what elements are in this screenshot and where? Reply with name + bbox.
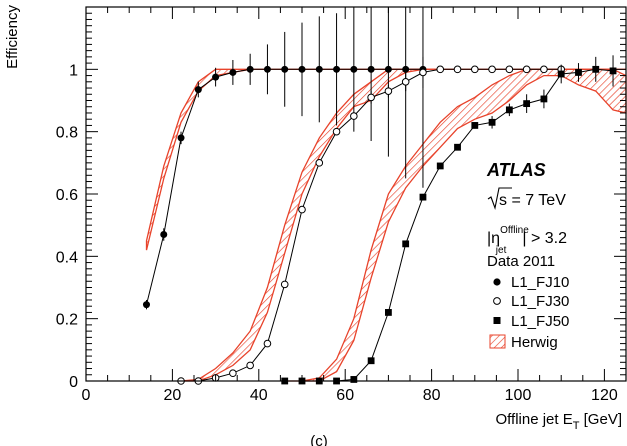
x-tick-label: 120 [591, 387, 618, 404]
eta-sup: Offline [500, 225, 529, 236]
data-point [212, 73, 220, 81]
data-point [471, 122, 479, 129]
data-point [263, 339, 272, 348]
data-point [298, 205, 306, 214]
data-point [401, 78, 410, 86]
x-axis-title: Offline jet ET [GeV] [495, 411, 622, 432]
data-point [557, 70, 565, 78]
eta-sub: jet [495, 245, 507, 256]
data-point [575, 69, 582, 76]
x-axis-title-sub: T [573, 420, 580, 432]
eta-cut-label: |ηOffline jet | > 3.2 [487, 225, 567, 256]
legend-marker-fj10 [493, 278, 501, 286]
data-point [229, 369, 237, 378]
data-point [332, 127, 341, 136]
x-tick-label: 60 [336, 387, 354, 404]
data-point [505, 106, 513, 114]
data-point [333, 65, 341, 73]
data-point [229, 68, 237, 76]
data-point [419, 68, 427, 77]
y-tick-label: 0.8 [56, 125, 78, 142]
legend-label-fj50: L1_FJ50 [511, 313, 569, 330]
x-axis-title-unit: [GeV] [579, 411, 622, 428]
legend-label-herwig: Herwig [511, 334, 558, 351]
data-point [454, 143, 461, 151]
energy-rest-label: = 7 TeV [507, 192, 566, 209]
eta-rest: | > 3.2 [522, 230, 567, 247]
data-point [367, 93, 375, 102]
data-point [436, 162, 444, 170]
x-tick-label: 100 [505, 387, 532, 404]
dataset-label: Data 2011 [487, 253, 555, 270]
x-tick-label: 0 [82, 387, 91, 404]
data-point [280, 280, 289, 289]
data-point [142, 301, 150, 309]
herwig-band-2 [180, 68, 626, 382]
data-point [505, 65, 514, 74]
y-axis-title: Efficiency [4, 5, 21, 69]
y-tick-label: 0.6 [56, 187, 78, 204]
data-point [315, 159, 324, 167]
y-tick-label: 0.2 [56, 312, 78, 329]
data-point [453, 65, 462, 74]
data-point [436, 65, 445, 74]
data-point [350, 65, 358, 73]
series-l1-fj30 [177, 56, 566, 385]
x-axis-title-main: Offline jet E [495, 411, 572, 428]
data-point [522, 65, 531, 74]
data-point [488, 118, 496, 126]
legend-marker-herwig [489, 334, 506, 349]
sqrt-sign [487, 187, 512, 211]
y-tick-label: 0 [69, 374, 78, 391]
x-tick-label: 40 [250, 387, 268, 404]
data-point [246, 65, 254, 73]
data-point [315, 65, 323, 73]
legend-label-fj10: L1_FJ10 [511, 274, 569, 291]
x-tick-label: 20 [164, 387, 182, 404]
data-point [540, 95, 548, 103]
series-l1-fj10 [142, 7, 427, 310]
data-point [367, 357, 375, 365]
data-point [194, 86, 202, 94]
data-point [385, 309, 392, 316]
data-point [402, 240, 410, 248]
data-point [419, 193, 427, 201]
axes: 0 20 40 60 80 100 120 0 0.2 0.4 0.6 0.8 1 [56, 6, 627, 404]
data-point [263, 65, 271, 73]
data-point [471, 65, 479, 74]
energy-sqrt-label: s [499, 192, 507, 209]
legend-marker-fj50 [493, 317, 501, 324]
series-l1-fj50 [281, 55, 617, 385]
x-tick-label: 80 [423, 387, 441, 404]
data-point [540, 65, 548, 74]
data-point [384, 65, 392, 73]
data-point [177, 134, 185, 142]
y-tick-label: 0.4 [56, 249, 78, 266]
data-point [384, 87, 393, 95]
data-point [367, 65, 375, 73]
data-point [488, 65, 496, 74]
data-point [523, 100, 531, 108]
data-point [281, 65, 289, 73]
data-point [402, 65, 410, 73]
data-point [609, 67, 617, 75]
legend-label-fj30: L1_FJ30 [511, 293, 569, 310]
legend-marker-fj30 [493, 297, 501, 305]
data-point [160, 231, 168, 239]
data-point [350, 112, 358, 120]
atlas-label: ATLAS [486, 160, 546, 180]
panel-label: (c) [310, 433, 328, 446]
data-point [246, 361, 254, 370]
data-point [350, 376, 358, 383]
data-point [298, 65, 306, 73]
energy-label: s = 7 TeV [487, 187, 566, 211]
data-point [592, 65, 600, 73]
svg-text:s = 7 TeV: s = 7 TeV [499, 192, 566, 209]
y-tick-label: 1 [69, 62, 78, 79]
eta-main: |η [487, 230, 500, 247]
legend: L1_FJ10 L1_FJ30 L1_FJ50 Herwig [489, 274, 569, 351]
